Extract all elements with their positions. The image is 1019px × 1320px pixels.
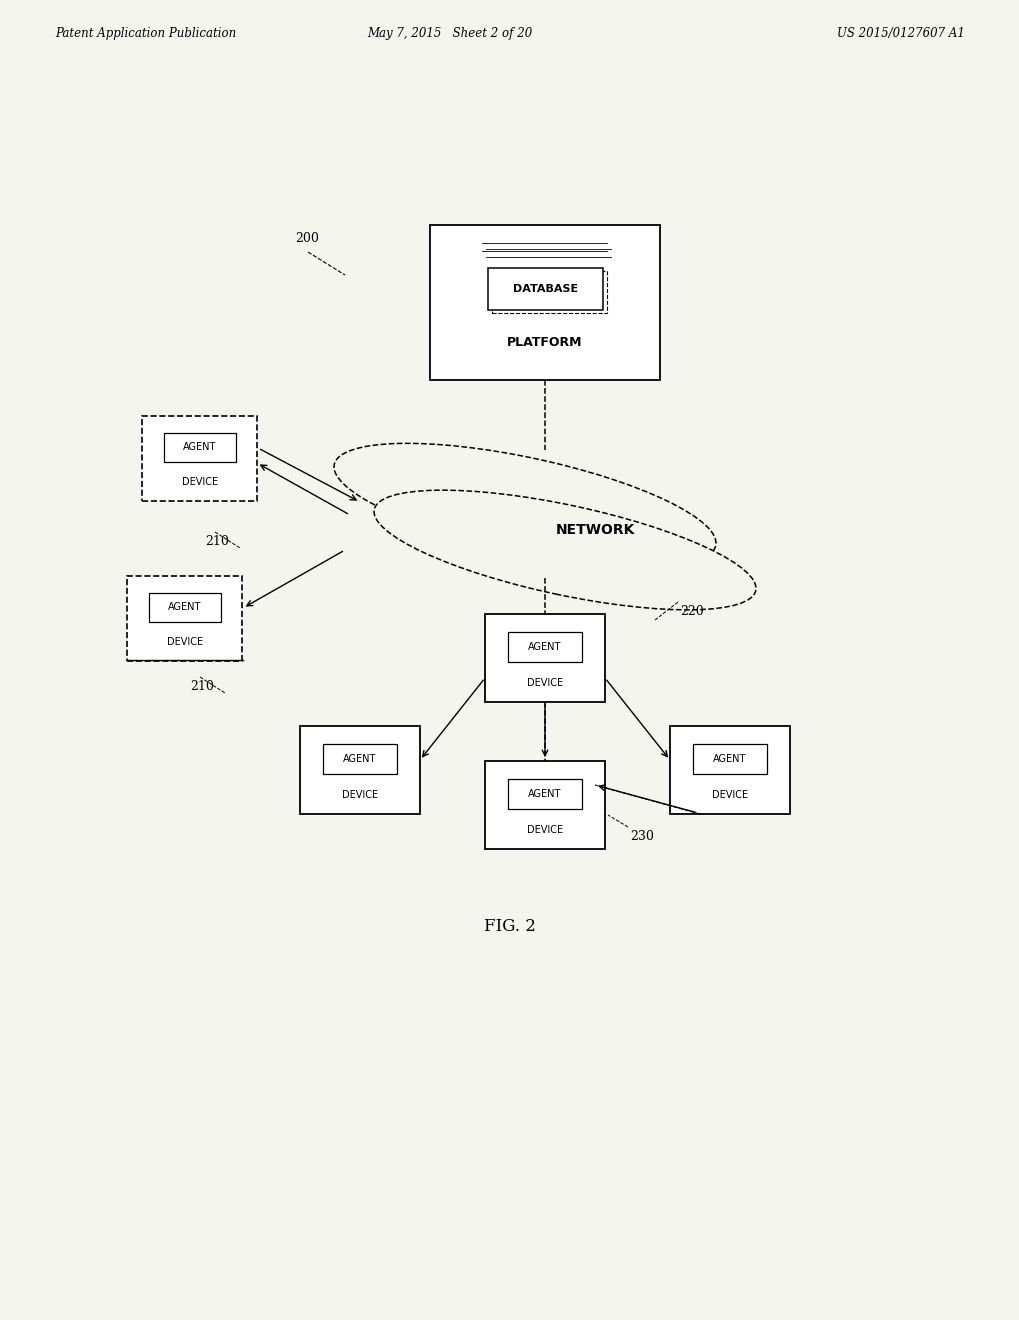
Ellipse shape: [333, 444, 715, 566]
Text: DEVICE: DEVICE: [711, 789, 747, 800]
Text: 210: 210: [190, 680, 214, 693]
Text: DEVICE: DEVICE: [527, 677, 562, 688]
Text: 230: 230: [630, 830, 653, 843]
Text: 210: 210: [205, 535, 228, 548]
Bar: [143, 416, 257, 500]
Bar: [322, 743, 396, 775]
Text: 220: 220: [680, 605, 703, 618]
Text: Patent Application Publication: Patent Application Publication: [55, 26, 236, 40]
Text: PLATFORM: PLATFORM: [506, 335, 582, 348]
Text: DEVICE: DEVICE: [341, 789, 378, 800]
Text: US 2015/0127607 A1: US 2015/0127607 A1: [837, 26, 964, 40]
Bar: [507, 631, 582, 663]
Bar: [491, 271, 606, 313]
Text: AGENT: AGENT: [528, 789, 561, 799]
Text: AGENT: AGENT: [343, 754, 376, 764]
Bar: [300, 726, 420, 814]
Bar: [692, 743, 766, 775]
Bar: [484, 762, 604, 849]
Text: DEVICE: DEVICE: [167, 636, 203, 647]
Bar: [507, 779, 582, 809]
Text: 200: 200: [294, 232, 319, 246]
Text: DEVICE: DEVICE: [527, 825, 562, 834]
Text: NETWORK: NETWORK: [554, 523, 634, 537]
Bar: [127, 576, 243, 660]
Text: DEVICE: DEVICE: [181, 477, 218, 487]
Text: AGENT: AGENT: [168, 602, 202, 612]
Text: FIG. 2: FIG. 2: [484, 917, 535, 935]
Text: AGENT: AGENT: [712, 754, 746, 764]
Text: AGENT: AGENT: [528, 642, 561, 652]
Text: DATABASE: DATABASE: [513, 284, 578, 294]
Bar: [164, 433, 235, 462]
Bar: [669, 726, 790, 814]
Bar: [149, 593, 220, 622]
Ellipse shape: [374, 490, 755, 610]
Bar: [484, 614, 604, 702]
Bar: [430, 224, 659, 380]
Bar: [487, 268, 602, 310]
Text: May 7, 2015   Sheet 2 of 20: May 7, 2015 Sheet 2 of 20: [367, 26, 532, 40]
Text: AGENT: AGENT: [183, 442, 216, 453]
